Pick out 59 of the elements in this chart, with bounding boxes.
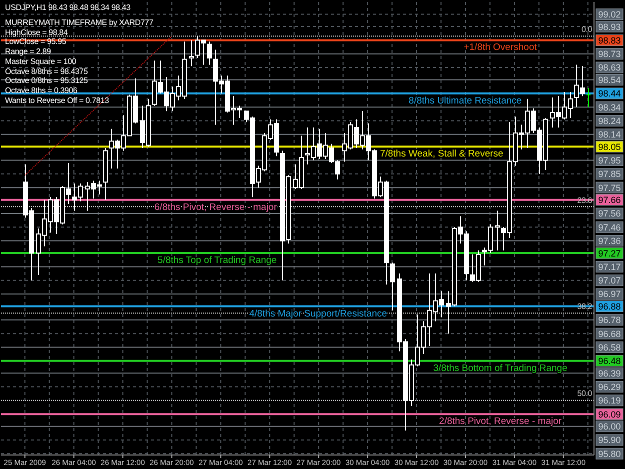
y-tick-label: 96.00 xyxy=(598,422,621,432)
candlestick xyxy=(495,210,500,251)
y-tick-label: 97.07 xyxy=(598,276,621,286)
y-tick-label: 97.66 xyxy=(598,195,621,206)
ref-line-label: 5/8ths Top of Trading Range xyxy=(158,255,277,266)
y-tick-label: 96.29 xyxy=(598,382,621,392)
y-tick-label: 96.39 xyxy=(598,368,621,378)
y-tick-label: 97.85 xyxy=(598,169,621,180)
candlestick xyxy=(586,87,591,108)
y-tick-label: 96.97 xyxy=(598,289,621,300)
annotation: 38.2 xyxy=(577,302,592,312)
y-tick-label: 98.93 xyxy=(598,22,621,32)
annotation: HighClose = 98.84 xyxy=(5,28,69,38)
y-tick-label: 96.68 xyxy=(598,328,621,339)
annotation: Master Square = 100 xyxy=(5,56,78,67)
y-tick-label: 96.19 xyxy=(598,396,621,406)
ref-line-label: +1/8th Overshoot xyxy=(464,42,538,54)
y-tick-label: 95.80 xyxy=(598,448,621,459)
y-tick-label: 98.34 xyxy=(598,102,621,112)
y-tick-label: 97.46 xyxy=(598,222,621,232)
candlestick xyxy=(390,262,395,311)
y-tick-label: 97.17 xyxy=(598,262,621,272)
ref-line-label: 6/8ths Pivot, Reverse - major xyxy=(154,202,277,213)
ref-line-label: 7/8ths Weak, Stall & Reverse xyxy=(380,148,504,160)
y-tick-label: 97.95 xyxy=(598,155,621,166)
y-tick-label: 96.09 xyxy=(598,409,621,420)
y-tick-label: 98.44 xyxy=(598,88,621,99)
annotation: Wants to Reverse Off = 0.7813 xyxy=(5,96,110,106)
ref-line-label: 2/8ths Pivot, Reverse - major xyxy=(439,416,562,428)
y-tick-label: 96.88 xyxy=(598,301,621,312)
y-tick-label: 99.02 xyxy=(598,9,621,20)
annotation: 0.0 xyxy=(581,25,592,36)
y-tick-label: 97.75 xyxy=(598,182,621,193)
y-tick-label: 98.24 xyxy=(598,116,621,126)
y-tick-label: 97.27 xyxy=(598,248,621,258)
y-tick-label: 97.36 xyxy=(598,236,621,246)
annotation: 50.0 xyxy=(577,389,592,400)
candlestick xyxy=(189,40,194,67)
ref-line-label: 3/8ths Bottom of Trading Range xyxy=(433,362,568,374)
y-tick-label: 95.90 xyxy=(598,435,621,446)
text: MURREYMATH TIMEFRAME by XARD777 xyxy=(5,18,154,28)
y-tick-label: 97.56 xyxy=(598,208,621,219)
annotation: Range = 2.89 xyxy=(5,47,52,57)
y-tick-label: 98.14 xyxy=(598,130,621,140)
annotation: 23.6 xyxy=(577,196,592,206)
y-tick-label: 98.54 xyxy=(598,74,621,85)
ref-line-label: 4/8ths Major Support/Resistance xyxy=(249,308,388,320)
ref-line-label: 8/8ths Ultimate Resistance xyxy=(408,95,522,106)
annotation: Octave 0/8ths = 95.3125 xyxy=(5,76,89,86)
y-tick-label: 96.58 xyxy=(598,342,621,352)
chart-title: USDJPY,H1 98.43 98.48 98.34 98.43 xyxy=(5,3,130,13)
y-tick-label: 98.63 xyxy=(598,62,621,73)
candlestick xyxy=(207,41,212,66)
y-tick-label: 96.48 xyxy=(598,356,621,366)
y-tick-label: 98.83 xyxy=(598,35,621,46)
y-tick-label: 98.05 xyxy=(598,142,621,152)
annotation: Octave 8/8ths = 98.4375 xyxy=(5,66,89,76)
y-tick-label: 98.73 xyxy=(598,49,621,60)
y-tick-label: 96.78 xyxy=(598,315,621,326)
